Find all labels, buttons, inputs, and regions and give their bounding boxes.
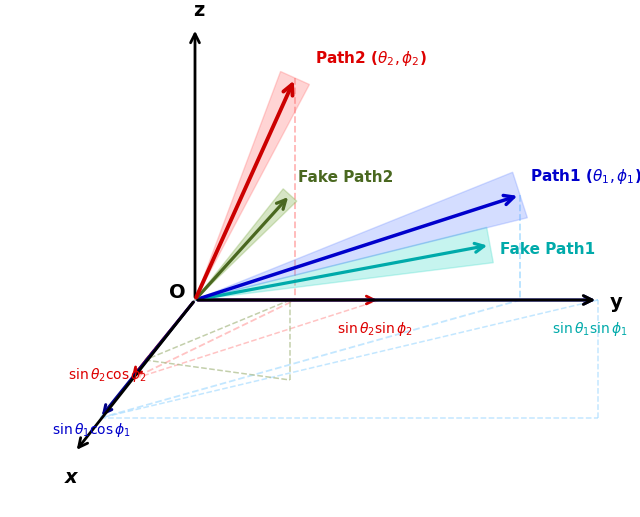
Text: Fake Path2: Fake Path2	[298, 170, 394, 185]
Polygon shape	[195, 172, 527, 300]
Text: y: y	[610, 293, 623, 312]
Text: $\sin\theta_1\cos\phi_1$: $\sin\theta_1\cos\phi_1$	[52, 421, 131, 439]
Polygon shape	[195, 71, 309, 300]
Text: Fake Path1: Fake Path1	[500, 242, 595, 257]
Text: $\sin\theta_1\sin\phi_1$: $\sin\theta_1\sin\phi_1$	[552, 320, 628, 338]
Polygon shape	[195, 227, 493, 300]
Text: Path2 ($\theta_2, \phi_2$): Path2 ($\theta_2, \phi_2$)	[315, 49, 427, 68]
Text: O: O	[169, 282, 186, 301]
Text: x: x	[65, 468, 77, 487]
Text: z: z	[193, 1, 205, 20]
Text: Path1 ($\theta_1, \phi_1$): Path1 ($\theta_1, \phi_1$)	[530, 168, 640, 187]
Polygon shape	[195, 189, 297, 300]
Text: $\sin\theta_2\cos\phi_2$: $\sin\theta_2\cos\phi_2$	[68, 366, 147, 384]
Text: $\sin\theta_2\sin\phi_2$: $\sin\theta_2\sin\phi_2$	[337, 320, 413, 338]
